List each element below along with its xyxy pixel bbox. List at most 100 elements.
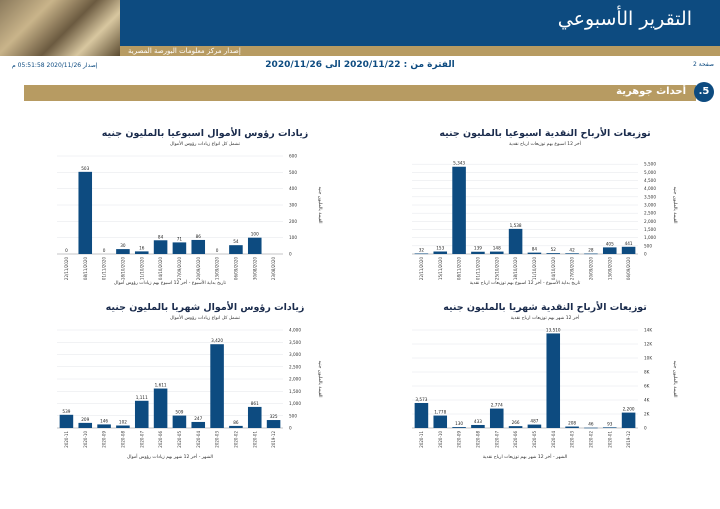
bar [602, 427, 617, 428]
report-banner: التقرير الأسبوعي إصدار مركز معلومات البو… [0, 0, 720, 56]
x-tick-label: 2020-09 [457, 431, 462, 448]
x-tick-label: 04/10/2020 [158, 257, 163, 281]
x-tick-label: 18/10/2020 [120, 257, 125, 281]
x-tick-label: 2020-02 [233, 431, 238, 448]
section-number: .5 [694, 82, 714, 102]
y-tick-label: 2,000 [289, 377, 301, 382]
y-tick-label: 2K [644, 412, 650, 417]
weekly-dividends-chart: 0 500 1,000 1,500 2,000 2,500 3,000 3,500 4,000 4… [412, 161, 677, 286]
bar [621, 412, 636, 428]
bar-value-label: 208 [568, 421, 576, 426]
bar-value-label: 148 [493, 246, 501, 251]
x-tick-label: 18/10/2020 [513, 257, 518, 281]
x-tick-label: 22/11/2020 [419, 257, 424, 281]
bar-value-label: 1,778 [434, 410, 446, 415]
y-tick-label: 3,500 [289, 340, 301, 345]
y-axis-label: القيمة بالمليون جنيه [672, 186, 677, 223]
x-tick-label: 2020-02 [588, 431, 593, 448]
bar [78, 422, 93, 428]
bar-value-label: 405 [606, 241, 614, 246]
bar [247, 237, 262, 254]
bar [414, 253, 429, 255]
x-axis-label: الشهر - أخر 12 شهر بهم توزيعات ارباح نقد… [483, 453, 567, 460]
x-tick-label: 2020-01 [607, 431, 612, 448]
weekly-capital-subtitle: تشمل كل انواع زيادات رؤوس الأموال [169, 142, 241, 147]
y-tick-label: 4,000 [644, 186, 656, 191]
x-tick-label: 22/11/2020 [64, 257, 69, 281]
x-tick-label: 30/08/2020 [252, 257, 257, 281]
bar-value-label: 539 [62, 409, 70, 414]
x-tick-label: 2020-06 [513, 431, 518, 448]
monthly-dividends-chart: 0 2K 4K 6K 8K 10K 12K 14K القيمة بالمليون جنيه 3,… [412, 327, 677, 460]
y-tick-label: 4,500 [644, 178, 656, 183]
x-tick-label: 2020-10 [438, 431, 443, 448]
bar-value-label: 84 [532, 247, 538, 252]
bar-value-label: 325 [270, 414, 278, 419]
x-tick-label: 2020-11 [419, 431, 424, 448]
bar-value-label: 42 [569, 247, 575, 252]
bar-value-label: 32 [419, 247, 425, 252]
y-tick-label: 3,500 [644, 194, 656, 199]
x-tick-label: 2020-11 [64, 431, 69, 448]
bar-value-label: 247 [194, 416, 202, 421]
y-tick-label: 5,500 [644, 162, 656, 167]
bar-value-label: 28 [588, 248, 594, 253]
x-tick-label: 2020-10 [83, 431, 88, 448]
bar-value-label: 16 [139, 245, 145, 250]
weekly-dividends-subtitle: أخر 12 اسبوع بهم توزيعات ارباح نقدية [509, 142, 581, 147]
y-tick-label: 400 [289, 186, 297, 191]
x-axis-label: تاريخ بداية الأسبوع - أخر 12 اسبوع بهم ز… [114, 279, 227, 286]
bar [266, 420, 281, 428]
x-tick-label: 2019-12 [626, 431, 631, 448]
bar-value-label: 1,111 [136, 395, 148, 400]
x-tick-label: 13/09/2020 [607, 257, 612, 281]
bar [508, 426, 523, 428]
y-axis-label: القيمة بالمليون جنيه [317, 360, 322, 397]
y-tick-label: 14K [644, 328, 652, 333]
y-tick-label: 100 [289, 235, 297, 240]
bar [191, 239, 206, 254]
y-tick-label: 600 [289, 154, 297, 159]
bar [584, 253, 598, 255]
y-tick-label: 3,000 [289, 352, 301, 357]
banner-strip [120, 46, 720, 56]
bar [78, 171, 93, 254]
bar-value-label: 1,611 [155, 383, 167, 388]
x-tick-label: 2019-12 [271, 431, 276, 448]
y-tick-label: 5,000 [644, 170, 656, 175]
y-tick-label: 2,000 [644, 219, 656, 224]
bar [489, 408, 504, 428]
bar-value-label: 2,200 [623, 407, 635, 412]
bar [229, 245, 243, 254]
y-axis-label: القيمة بالمليون جنيه [317, 186, 322, 223]
x-tick-label: 01/11/2020 [475, 257, 480, 281]
x-tick-label: 2020-08 [475, 431, 480, 448]
y-tick-label: 2,500 [644, 211, 656, 216]
bar [546, 333, 561, 428]
x-tick-label: 06/09/2020 [233, 257, 238, 281]
y-tick-label: 1,500 [289, 389, 301, 394]
y-tick-label: 200 [289, 219, 297, 224]
bar-value-label: 433 [474, 419, 482, 424]
bar [229, 425, 243, 428]
bar-value-label: 3,420 [211, 338, 223, 343]
bar-value-label: 861 [251, 401, 259, 406]
bar-value-label: 509 [175, 410, 183, 415]
bar [247, 406, 262, 428]
x-tick-label: 20/09/2020 [588, 257, 593, 281]
weekly-capital-title: زيادات رؤوس الأموال اسبوعيا بالمليون جني… [101, 128, 309, 139]
x-tick-label: 15/11/2020 [438, 257, 443, 281]
x-tick-label: 2020-05 [532, 431, 537, 448]
bar-value-label: 46 [588, 422, 594, 427]
x-tick-label: 2020-09 [102, 431, 107, 448]
bar [59, 414, 74, 428]
x-tick-label: 27/09/2020 [570, 257, 575, 281]
y-tick-label: 0 [289, 426, 292, 431]
y-tick-label: 4K [644, 398, 650, 403]
report-title: التقرير الأسبوعي [557, 8, 692, 30]
monthly-capital-subtitle: تشمل كل انواع زيادات رؤوس الأموال [169, 316, 241, 321]
bar [508, 228, 523, 254]
x-tick-label: 2020-06 [158, 431, 163, 448]
bar-value-label: 209 [81, 417, 89, 422]
